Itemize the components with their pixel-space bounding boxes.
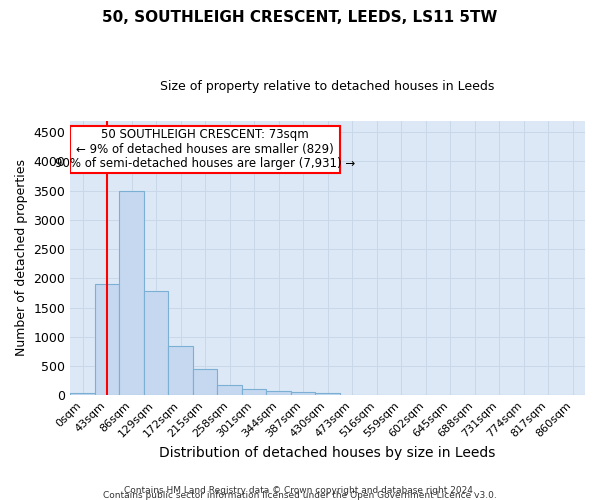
Bar xyxy=(70,126,340,173)
Bar xyxy=(95,284,119,395)
Bar xyxy=(193,369,217,395)
Text: 90% of semi-detached houses are larger (7,931) →: 90% of semi-detached houses are larger (… xyxy=(55,158,355,170)
Y-axis label: Number of detached properties: Number of detached properties xyxy=(15,160,28,356)
Text: 50, SOUTHLEIGH CRESCENT, LEEDS, LS11 5TW: 50, SOUTHLEIGH CRESCENT, LEEDS, LS11 5TW xyxy=(103,10,497,25)
Bar xyxy=(144,290,169,395)
Title: Size of property relative to detached houses in Leeds: Size of property relative to detached ho… xyxy=(160,80,495,93)
Text: ← 9% of detached houses are smaller (829): ← 9% of detached houses are smaller (829… xyxy=(76,144,334,156)
Bar xyxy=(119,190,144,395)
X-axis label: Distribution of detached houses by size in Leeds: Distribution of detached houses by size … xyxy=(160,446,496,460)
Bar xyxy=(291,392,316,395)
Bar xyxy=(70,393,95,395)
Bar xyxy=(242,390,266,395)
Bar xyxy=(217,384,242,395)
Text: Contains public sector information licensed under the Open Government Licence v3: Contains public sector information licen… xyxy=(103,491,497,500)
Bar xyxy=(266,392,291,395)
Text: Contains HM Land Registry data © Crown copyright and database right 2024.: Contains HM Land Registry data © Crown c… xyxy=(124,486,476,495)
Bar xyxy=(169,346,193,395)
Text: 50 SOUTHLEIGH CRESCENT: 73sqm: 50 SOUTHLEIGH CRESCENT: 73sqm xyxy=(101,128,309,141)
Bar xyxy=(316,392,340,395)
